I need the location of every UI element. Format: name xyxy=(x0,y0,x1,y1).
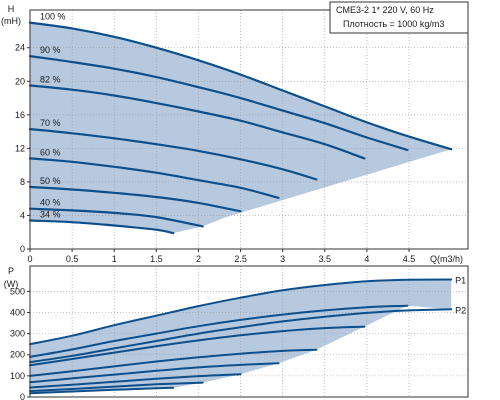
head-series-labels: 100 % 90 % 82 % 70 % 60 % 50 % 40 %34 % xyxy=(40,12,66,220)
power-flow-chart: P1 P2 0 100 200 300 400 500 P (W) xyxy=(4,265,469,400)
head-curves xyxy=(28,21,453,235)
head-curve-100 xyxy=(28,21,453,151)
flow-x-tick-label-4: 2 xyxy=(196,254,201,264)
flow-x-tick-label-1: 0.5 xyxy=(66,254,79,264)
head-curve-50 xyxy=(28,185,242,213)
power-curves xyxy=(29,278,453,395)
head-curve-90 xyxy=(28,55,409,152)
head-y-tick-label-0: 0 xyxy=(20,244,25,254)
power-series-labels: P1 P2 xyxy=(455,276,466,316)
power-y-tick-label-0: 0 xyxy=(20,392,25,400)
power-curve-series-5 xyxy=(29,348,318,377)
power-curve-series-4 xyxy=(29,325,366,367)
head-curve-label-82: 82 % xyxy=(40,74,61,84)
head-chart-grid xyxy=(29,10,468,250)
head-curve-34 xyxy=(28,219,175,235)
head-curve-label-60: 60 % xyxy=(40,147,61,157)
power-y-tick-label-4: 400 xyxy=(10,307,25,317)
legend-density-text: Плотность = 1000 kg/m3 xyxy=(343,19,444,29)
head-axis-unit: (mH) xyxy=(1,16,21,26)
power-y-tick-label-1: 100 xyxy=(10,371,25,381)
head-curve-label-34: 34 % xyxy=(40,209,61,219)
head-curve-40 xyxy=(28,207,204,228)
power-curve-label-p1: P1 xyxy=(455,276,466,286)
head-y-tick-label-3: 12 xyxy=(15,143,25,153)
head-curve-label-90: 90 % xyxy=(40,45,61,55)
power-curve-series-6 xyxy=(29,362,280,384)
power-curve-series-8 xyxy=(29,381,204,393)
legend-model-text: CME3-2 1* 220 V, 60 Hz xyxy=(336,5,434,15)
power-curve-label-p2: P2 xyxy=(455,305,466,315)
head-curve-60 xyxy=(28,157,280,199)
power-curve-series-7 xyxy=(29,373,242,389)
power-curve-series-3 xyxy=(29,304,409,358)
legend-frame xyxy=(329,1,469,34)
head-y-tick-label-1: 4 xyxy=(20,210,25,220)
head-curve-70 xyxy=(28,128,318,181)
power-axis-label: P xyxy=(8,266,14,276)
power-curve-p2 xyxy=(29,308,453,364)
head-curve-label-40: 40 % xyxy=(40,198,61,208)
power-y-tick-label-5: 500 xyxy=(10,286,25,296)
power-y-tick-label-2: 200 xyxy=(10,350,25,360)
flow-x-tick-label-0: 0 xyxy=(27,254,32,264)
head-curve-label-70: 70 % xyxy=(40,118,61,128)
flow-x-tick-label-6: 3 xyxy=(280,254,285,264)
flow-x-tick-label-2: 1 xyxy=(112,254,117,264)
flow-x-tick-label-9: 4.5 xyxy=(403,254,416,264)
flow-x-tick-label-8: 4 xyxy=(364,254,369,264)
head-curve-label-100: 100 % xyxy=(40,12,66,22)
head-y-tick-label-6: 24 xyxy=(15,43,25,53)
power-curve-series-9 xyxy=(29,386,175,395)
head-y-tick-label-2: 8 xyxy=(20,177,25,187)
flow-axis-label: Q(m3/h) xyxy=(430,254,463,264)
chart-legend-box: CME3-2 1* 220 V, 60 Hz Плотность = 1000 … xyxy=(329,1,469,34)
flow-x-tick-label-3: 1.5 xyxy=(150,254,163,264)
power-y-tick-label-3: 300 xyxy=(10,329,25,339)
power-chart-frame xyxy=(29,265,469,398)
power-axis-ticks: 0 100 200 300 400 500 xyxy=(10,286,30,400)
head-axis-label: H xyxy=(8,4,15,14)
head-y-tick-label-5: 20 xyxy=(15,76,25,86)
power-curve-p1 xyxy=(29,278,453,346)
flow-x-tick-label-5: 2.5 xyxy=(234,254,247,264)
head-curve-label-50: 50 % xyxy=(40,176,61,186)
head-axis-ticks: 0 4 8 12 16 20 24 0 0.5 1 1.5 2 2.5 3 3.5 4 4.5 xyxy=(15,43,415,264)
head-y-tick-label-4: 16 xyxy=(15,110,25,120)
flow-x-tick-label-7: 3.5 xyxy=(319,254,332,264)
head-curve-82 xyxy=(28,84,366,160)
power-axis-unit: (W) xyxy=(4,279,19,289)
head-flow-chart: 100 %90 %82 %70 %60 %50 %40 %34 % 048121… xyxy=(1,1,469,264)
head-chart-frame xyxy=(29,9,469,250)
